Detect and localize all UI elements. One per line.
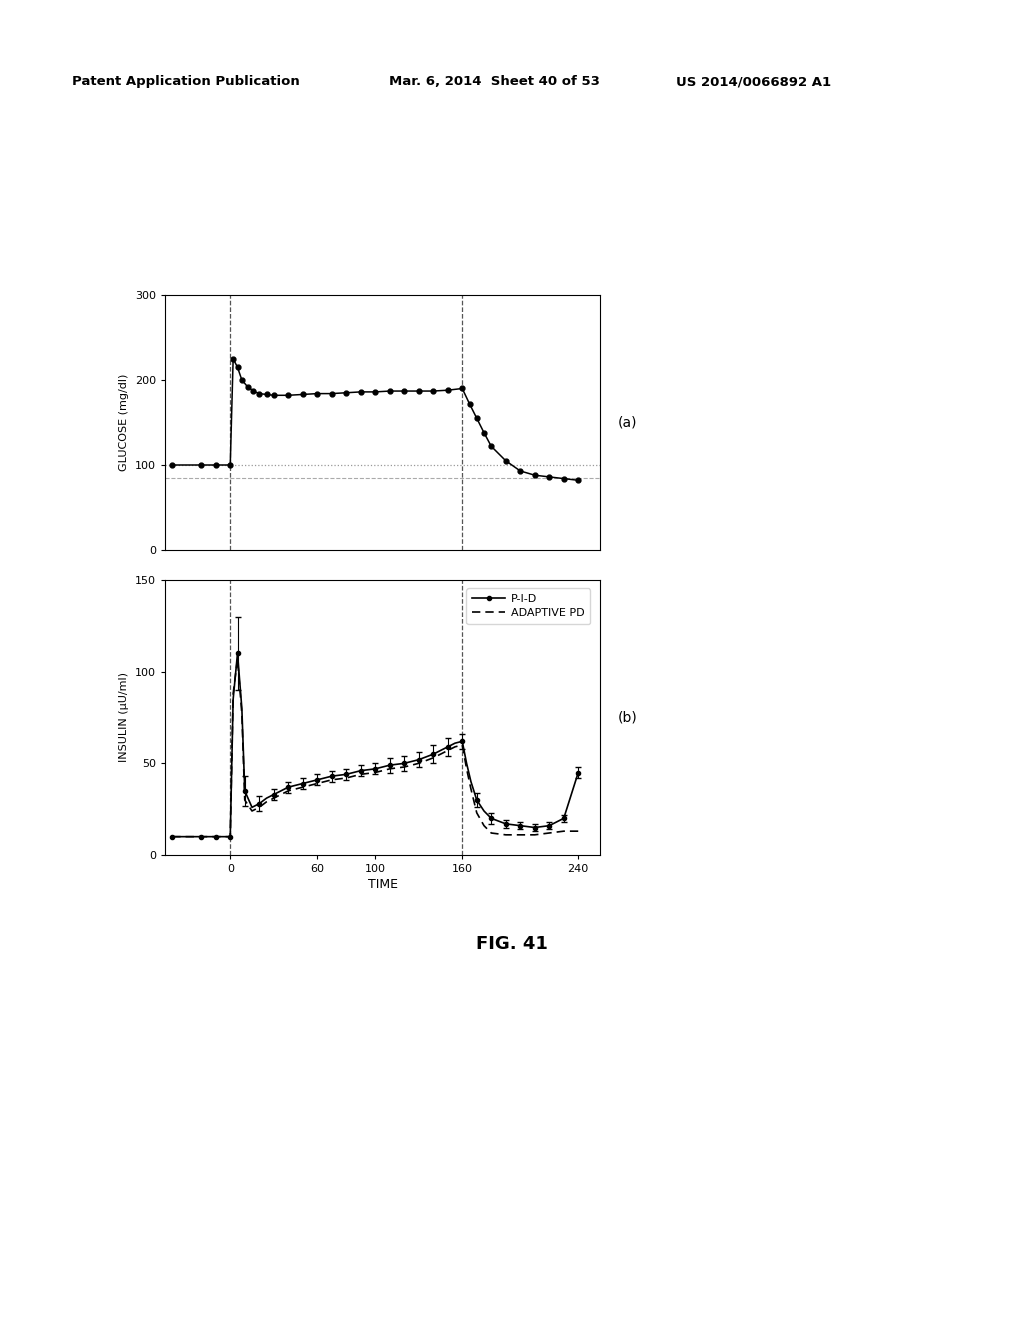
Text: US 2014/0066892 A1: US 2014/0066892 A1 (676, 75, 830, 88)
Text: (b): (b) (617, 710, 637, 725)
Text: (a): (a) (617, 416, 637, 429)
Y-axis label: GLUCOSE (mg/dl): GLUCOSE (mg/dl) (119, 374, 129, 471)
Text: FIG. 41: FIG. 41 (476, 935, 548, 953)
Text: Mar. 6, 2014  Sheet 40 of 53: Mar. 6, 2014 Sheet 40 of 53 (389, 75, 600, 88)
Text: Patent Application Publication: Patent Application Publication (72, 75, 299, 88)
Legend: P-I-D, ADAPTIVE PD: P-I-D, ADAPTIVE PD (467, 589, 590, 624)
Y-axis label: INSULIN (μU/ml): INSULIN (μU/ml) (120, 672, 129, 763)
X-axis label: TIME: TIME (368, 878, 397, 891)
